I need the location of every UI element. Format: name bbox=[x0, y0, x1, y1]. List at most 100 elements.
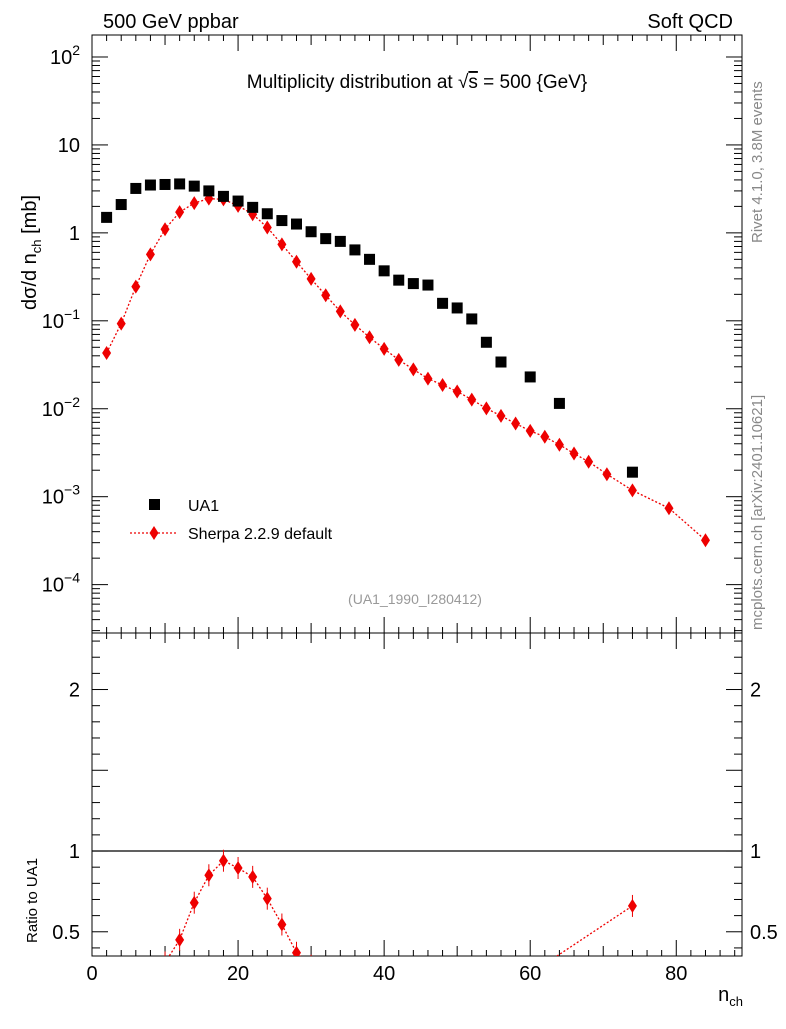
x-axis-label: nch bbox=[718, 984, 743, 1009]
ratio-point bbox=[175, 932, 185, 947]
ua1-point bbox=[144, 179, 156, 191]
sherpa-point bbox=[306, 271, 316, 286]
ua1-point bbox=[451, 302, 463, 314]
sherpa-point bbox=[554, 437, 564, 452]
ratio-curve bbox=[168, 859, 302, 956]
sherpa-points bbox=[102, 191, 710, 548]
sherpa-point bbox=[379, 341, 389, 356]
ua1-point bbox=[422, 279, 434, 291]
title-root-symbol: √ bbox=[458, 72, 469, 93]
sherpa-point bbox=[175, 205, 185, 220]
plot-title: Multiplicity distribution at √s = 500 {G… bbox=[247, 72, 587, 93]
ua1-point bbox=[524, 371, 536, 383]
y-tick-exponent: −4 bbox=[64, 570, 80, 586]
ratio-point bbox=[218, 853, 228, 868]
title-root-arg: s bbox=[468, 72, 478, 93]
y-tick-label: 102 bbox=[50, 42, 80, 69]
sherpa-point bbox=[584, 454, 594, 469]
y-tick-base: 10 bbox=[42, 311, 64, 333]
sherpa-point bbox=[627, 483, 637, 498]
y-tick-exponent: −3 bbox=[64, 482, 80, 498]
sherpa-point bbox=[350, 317, 360, 332]
y-tick-label: 10 bbox=[58, 135, 80, 157]
sherpa-point bbox=[160, 222, 170, 237]
ua1-points bbox=[101, 178, 638, 478]
y-tick-base: 10 bbox=[42, 575, 64, 597]
legend-ua1-marker bbox=[149, 499, 160, 510]
ua1-point bbox=[159, 178, 171, 190]
ua1-point bbox=[364, 253, 376, 265]
y-tick-label: 10−4 bbox=[42, 570, 80, 597]
ua1-point bbox=[188, 180, 200, 192]
ratio-tick-label-right: 2 bbox=[750, 680, 761, 702]
sherpa-point bbox=[423, 371, 433, 386]
sherpa-point bbox=[467, 392, 477, 407]
y-tick-base: 10 bbox=[50, 47, 72, 69]
y-tick-label: 10−2 bbox=[42, 394, 80, 421]
analysis-watermark: (UA1_1990_I280412) bbox=[348, 591, 482, 607]
y-tick-exponent: 2 bbox=[72, 42, 80, 58]
ratio-point bbox=[164, 955, 166, 956]
y-tick-base: 10 bbox=[42, 487, 64, 509]
sherpa-point bbox=[189, 196, 199, 211]
ratio-point bbox=[627, 898, 637, 913]
ratio-point bbox=[307, 959, 316, 973]
ratio-y-label: Ratio to UA1 bbox=[24, 858, 41, 943]
sherpa-point bbox=[540, 429, 550, 444]
y-axis-label: dσ/d nch [mb] bbox=[19, 195, 44, 310]
x-label-main: n bbox=[718, 984, 729, 1006]
y-tick-base: 10 bbox=[42, 399, 64, 421]
sherpa-point bbox=[452, 384, 462, 399]
sherpa-point bbox=[511, 416, 521, 431]
sherpa-point bbox=[102, 346, 112, 361]
legend-sherpa-label: Sherpa 2.2.9 default bbox=[188, 526, 333, 543]
ua1-point bbox=[115, 199, 127, 211]
sherpa-point bbox=[131, 279, 141, 294]
ua1-point bbox=[466, 313, 478, 325]
ratio-tick-label-left: 2 bbox=[69, 680, 80, 702]
y-tick-base: 1 bbox=[69, 223, 80, 245]
header-left: 500 GeV ppbar bbox=[103, 11, 239, 33]
ua1-point bbox=[349, 244, 361, 256]
y-tick-base: 10 bbox=[58, 135, 80, 157]
main-plot-frame bbox=[91, 34, 743, 634]
legend-sherpa-marker bbox=[149, 526, 159, 540]
ua1-point bbox=[320, 233, 332, 245]
ratio-tail-curve bbox=[555, 905, 633, 956]
x-tick-label: 0 bbox=[86, 963, 97, 985]
y-tick-exponent: −1 bbox=[64, 306, 80, 322]
ua1-point bbox=[203, 185, 215, 197]
y-label-sub: ch bbox=[29, 239, 44, 253]
header-right: Soft QCD bbox=[647, 11, 733, 33]
sherpa-point bbox=[408, 362, 418, 377]
y-tick-label: 10−1 bbox=[42, 306, 80, 333]
ratio-point bbox=[277, 917, 287, 932]
sherpa-point bbox=[321, 288, 331, 303]
ua1-point bbox=[261, 208, 273, 220]
sherpa-curve bbox=[106, 197, 706, 541]
sherpa-point bbox=[438, 378, 448, 393]
ratio-point bbox=[262, 891, 272, 906]
y-tick-label: 1 bbox=[69, 223, 80, 245]
ratio-tick-label-left: 1 bbox=[69, 841, 80, 863]
ua1-point bbox=[276, 215, 288, 227]
sherpa-point bbox=[700, 533, 710, 548]
sherpa-point bbox=[569, 446, 579, 461]
x-tick-label: 20 bbox=[227, 963, 249, 985]
ua1-point bbox=[217, 190, 229, 202]
sherpa-line bbox=[106, 197, 706, 541]
title-main: Multiplicity distribution at bbox=[247, 72, 458, 93]
ua1-point bbox=[334, 235, 346, 247]
ratio-tick-label-right: 1 bbox=[750, 841, 761, 863]
ratio-point bbox=[204, 868, 214, 883]
ua1-point bbox=[407, 278, 419, 290]
y-label-unit: [mb] bbox=[19, 195, 41, 239]
sherpa-point bbox=[145, 247, 155, 262]
ratio-point bbox=[233, 860, 243, 875]
ua1-point bbox=[480, 336, 492, 348]
legend-ua1-label: UA1 bbox=[188, 498, 219, 515]
sherpa-point bbox=[116, 316, 126, 331]
ratio-point bbox=[248, 869, 258, 884]
ratio-point bbox=[189, 895, 199, 910]
